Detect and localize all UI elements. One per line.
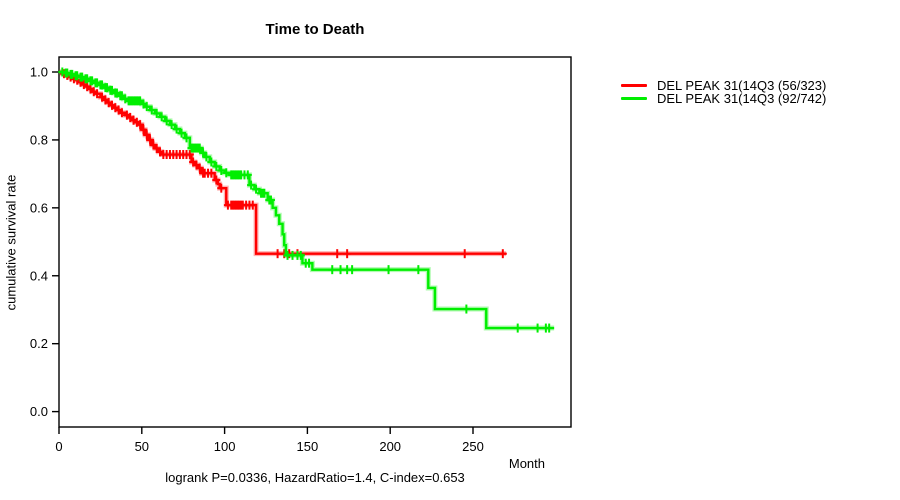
svg-text:0.4: 0.4 xyxy=(30,268,48,283)
legend-label-green: DEL PEAK 31(14Q3 (92/742) xyxy=(657,91,827,106)
svg-text:1.0: 1.0 xyxy=(30,65,48,80)
svg-text:0.8: 0.8 xyxy=(30,132,48,147)
y-axis-ticks: 0.0 0.2 0.4 0.6 0.8 1.0 xyxy=(30,65,59,419)
legend-line-green-icon xyxy=(621,97,647,100)
svg-text:0.0: 0.0 xyxy=(30,404,48,419)
svg-text:50: 50 xyxy=(135,439,149,454)
svg-text:100: 100 xyxy=(214,439,236,454)
legend: DEL PEAK 31(14Q3 (56/323) DEL PEAK 31(14… xyxy=(621,78,827,106)
chart-title: Time to Death xyxy=(265,21,365,38)
svg-text:0.2: 0.2 xyxy=(30,336,48,351)
x-axis-ticks: 0 50 100 150 200 250 xyxy=(55,427,484,454)
legend-entry-red: DEL PEAK 31(14Q3 (56/323) xyxy=(621,78,827,93)
legend-label-red: DEL PEAK 31(14Q3 (56/323) xyxy=(657,78,827,93)
plot-box xyxy=(58,56,572,428)
survival-curve-green xyxy=(58,67,555,333)
svg-text:0.6: 0.6 xyxy=(30,200,48,215)
legend-entry-green: DEL PEAK 31(14Q3 (92/742) xyxy=(621,91,827,106)
svg-text:150: 150 xyxy=(297,439,319,454)
legend-line-red-icon xyxy=(621,84,647,87)
censor-marks xyxy=(58,67,554,333)
svg-text:250: 250 xyxy=(462,439,484,454)
statistics-footer: logrank P=0.0336, HazardRatio=1.4, C-ind… xyxy=(165,470,465,485)
svg-text:0: 0 xyxy=(55,439,62,454)
curve-line xyxy=(59,70,555,330)
curve-halo xyxy=(59,69,555,331)
x-axis-title: Month xyxy=(508,456,545,471)
svg-text:200: 200 xyxy=(379,439,401,454)
